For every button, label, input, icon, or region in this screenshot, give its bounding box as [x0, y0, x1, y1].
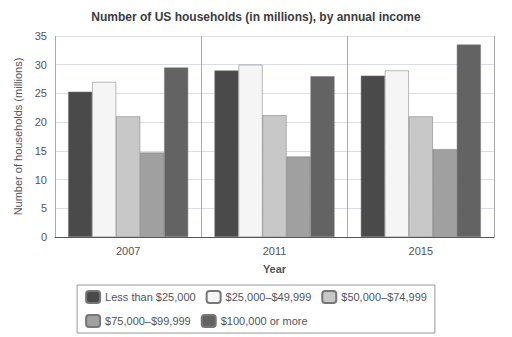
svg-text:$100,000 or more: $100,000 or more	[221, 315, 308, 327]
svg-text:Less than $25,000: Less than $25,000	[105, 291, 196, 303]
svg-text:Number of households (millions: Number of households (millions)	[12, 58, 24, 216]
svg-text:$50,000–$74,999: $50,000–$74,999	[341, 291, 427, 303]
svg-text:25: 25	[35, 87, 47, 99]
svg-text:2015: 2015	[409, 245, 433, 257]
svg-text:10: 10	[35, 174, 47, 186]
svg-text:30: 30	[35, 59, 47, 71]
svg-text:Number of US households (in mi: Number of US households (in millions), b…	[91, 10, 421, 24]
svg-text:$75,000–$99,999: $75,000–$99,999	[105, 315, 191, 327]
svg-text:2007: 2007	[116, 245, 140, 257]
svg-text:5: 5	[41, 202, 47, 214]
svg-text:35: 35	[35, 30, 47, 42]
svg-text:20: 20	[35, 116, 47, 128]
svg-text:$25,000–$49,999: $25,000–$49,999	[226, 291, 312, 303]
svg-text:2011: 2011	[263, 245, 287, 257]
svg-text:Year: Year	[263, 263, 287, 275]
svg-text:0: 0	[41, 231, 47, 243]
svg-text:15: 15	[35, 145, 47, 157]
